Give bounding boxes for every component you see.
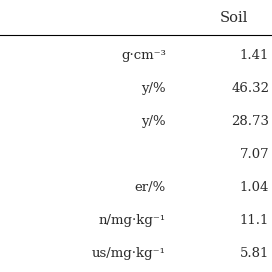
Text: 46.32: 46.32 (231, 82, 269, 95)
Text: g·cm⁻³: g·cm⁻³ (121, 49, 166, 62)
Text: y/%: y/% (141, 115, 166, 128)
Text: 1.04: 1.04 (240, 181, 269, 194)
Text: 7.07: 7.07 (240, 148, 269, 161)
Text: us/mg·kg⁻¹: us/mg·kg⁻¹ (92, 247, 166, 260)
Text: 28.73: 28.73 (231, 115, 269, 128)
Text: 1.41: 1.41 (240, 49, 269, 62)
Text: er/%: er/% (135, 181, 166, 194)
Text: n/mg·kg⁻¹: n/mg·kg⁻¹ (99, 214, 166, 227)
Text: y/%: y/% (141, 82, 166, 95)
Text: 11.1: 11.1 (240, 214, 269, 227)
Text: 5.81: 5.81 (240, 247, 269, 260)
Text: Soil: Soil (220, 11, 248, 25)
